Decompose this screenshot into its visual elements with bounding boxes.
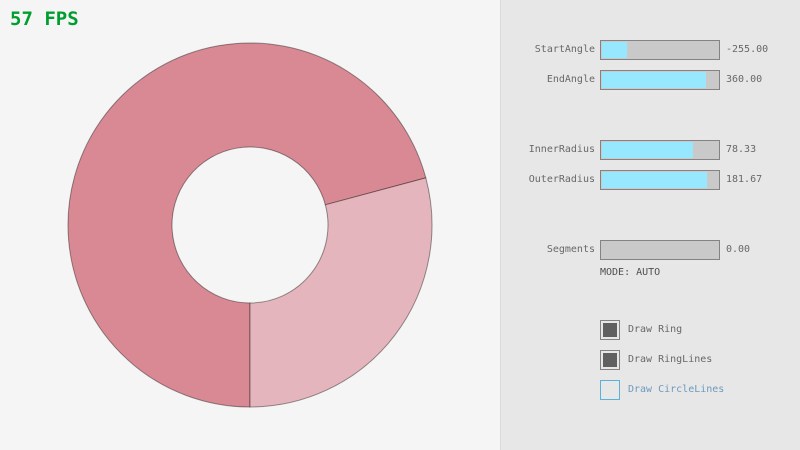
slider-segments[interactable] [600, 240, 720, 260]
ring-segment-light [249, 177, 433, 408]
slider-value-start-angle: -255.00 [726, 44, 769, 55]
mode-label: MODE: AUTO [600, 267, 661, 278]
slider-value-inner-radius: 78.33 [726, 144, 757, 155]
slider-label-segments: Segments [546, 244, 595, 255]
checkbox-draw-circlelines[interactable] [600, 380, 620, 400]
slider-end-angle[interactable] [600, 70, 720, 90]
panel-divider [500, 0, 501, 450]
ring-segment-dark [67, 42, 427, 408]
checkbox-label-draw-ring: Draw Ring [628, 324, 683, 335]
checkbox-label-draw-circlelines: Draw CircleLines [628, 384, 725, 395]
slider-value-outer-radius: 181.67 [726, 174, 763, 185]
checkmark-fill [603, 323, 617, 337]
slider-outer-radius[interactable] [600, 170, 720, 190]
checkbox-draw-ringlines[interactable] [600, 350, 620, 370]
slider-label-inner-radius: InnerRadius [528, 144, 595, 155]
slider-fill-start-angle [602, 42, 628, 58]
slider-label-end-angle: EndAngle [546, 74, 595, 85]
fps-counter: 57 FPS [10, 8, 79, 30]
checkmark-fill [603, 353, 617, 367]
slider-fill-end-angle [602, 72, 707, 88]
slider-label-outer-radius: OuterRadius [528, 174, 595, 185]
slider-start-angle[interactable] [600, 40, 720, 60]
slider-value-end-angle: 360.00 [726, 74, 763, 85]
slider-fill-inner-radius [602, 142, 693, 158]
slider-value-segments: 0.00 [726, 244, 751, 255]
slider-label-start-angle: StartAngle [534, 44, 595, 55]
checkbox-draw-ring[interactable] [600, 320, 620, 340]
slider-fill-outer-radius [602, 172, 708, 188]
slider-inner-radius[interactable] [600, 140, 720, 160]
checkbox-label-draw-ringlines: Draw RingLines [628, 354, 713, 365]
